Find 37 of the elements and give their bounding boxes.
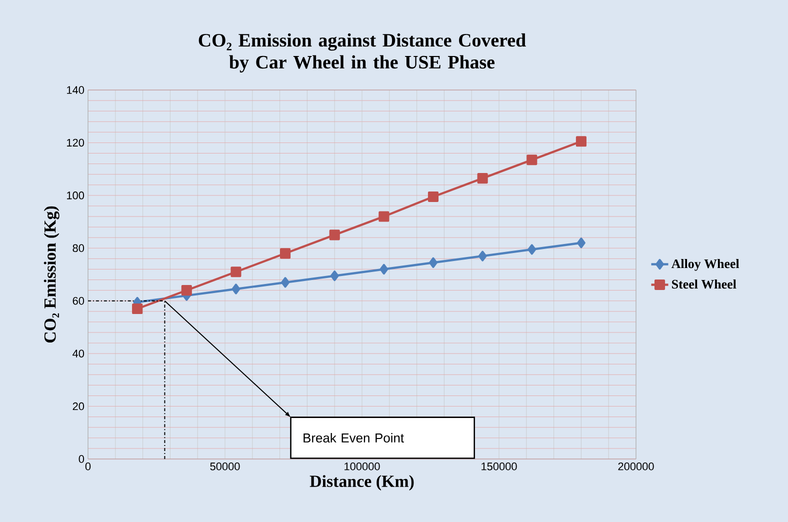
y-tick-label: 20 [72, 402, 84, 410]
point [429, 257, 438, 268]
annotation: Break Even Point [304, 433, 404, 443]
point [576, 136, 586, 147]
x-axis-title: Distance (Km) [310, 475, 414, 490]
point [528, 244, 536, 255]
y-tick-label: 80 [72, 244, 84, 252]
legend-label: Alloy Wheel [671, 259, 740, 271]
y-axis-title: CO₂ Emission (Kg) [44, 206, 60, 343]
point [478, 250, 487, 262]
point [380, 264, 388, 275]
point [576, 238, 586, 248]
point [526, 154, 538, 166]
x-tick-label: 150000 [482, 462, 517, 470]
y-tick-label: 140 [67, 86, 84, 94]
chart-title: CO₂ Emission against Distance Covered by Car Wheel in the USE Phase [198, 33, 526, 72]
point [281, 277, 290, 288]
point [230, 266, 242, 278]
y-tick-label: 40 [72, 350, 84, 358]
point [477, 173, 488, 184]
y-tick-label: 0 [78, 455, 84, 463]
y-tick-label: 60 [72, 296, 84, 305]
point [132, 303, 143, 314]
point [330, 270, 339, 282]
x-tick-label: 0 [85, 462, 91, 470]
legend-label: Steel Wheel [672, 279, 736, 289]
x-tick-label: 100000 [344, 462, 380, 470]
point [329, 230, 340, 240]
point [378, 211, 390, 222]
y-tick-label: 100 [67, 192, 84, 200]
x-tick-label: 50000 [210, 462, 240, 470]
point [232, 284, 240, 294]
point [181, 285, 192, 296]
point [428, 191, 439, 202]
point [280, 248, 291, 259]
y-tick-label: 120 [67, 138, 84, 147]
x-tick-label: 200000 [618, 462, 654, 470]
